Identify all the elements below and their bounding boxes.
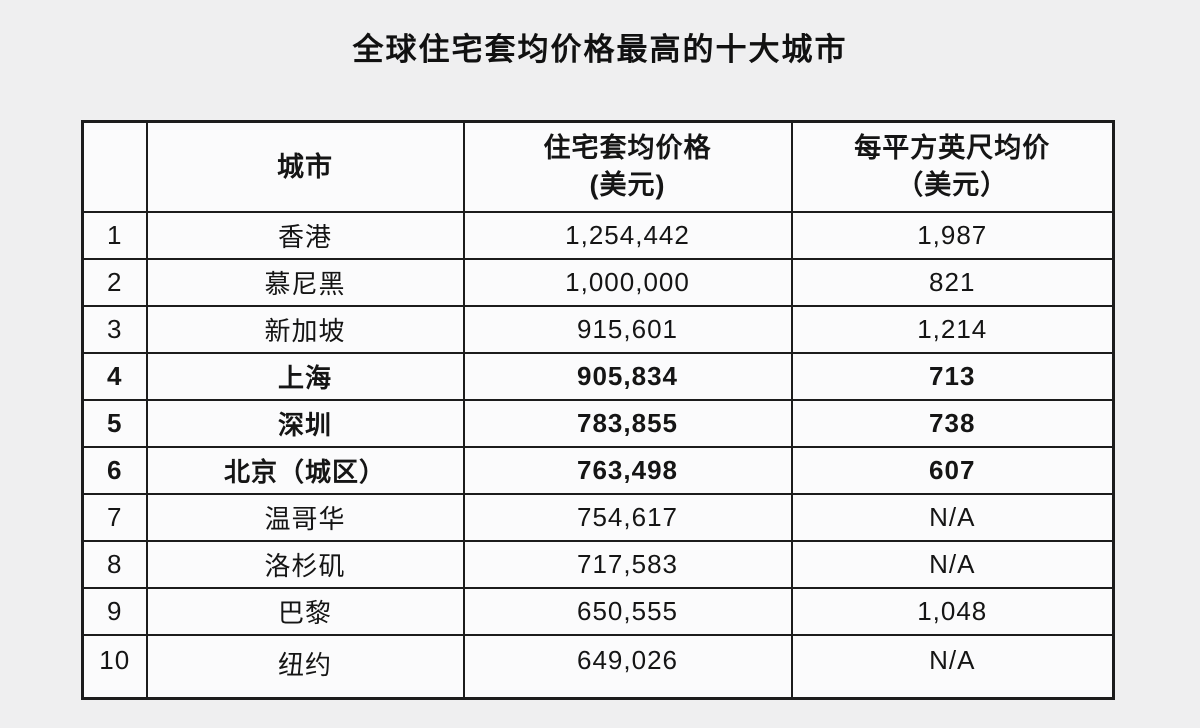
header-price-line2: (美元) bbox=[589, 169, 666, 200]
psf-cell: 738 bbox=[790, 398, 1115, 448]
table-header: 城市 住宅套均价格 (美元) 每平方英尺均价 （美元） bbox=[81, 120, 1115, 213]
city-cell: 慕尼黑 bbox=[145, 257, 465, 307]
price-cell: 1,000,000 bbox=[462, 257, 793, 307]
price-cell: 717,583 bbox=[462, 539, 793, 589]
psf-cell: 1,048 bbox=[790, 586, 1115, 636]
price-cell: 783,855 bbox=[462, 398, 793, 448]
header-row: 城市 住宅套均价格 (美元) 每平方英尺均价 （美元） bbox=[81, 120, 1115, 213]
header-city: 城市 bbox=[145, 120, 465, 213]
city-cell: 北京（城区） bbox=[145, 445, 465, 495]
table-row: 9 巴黎 650,555 1,048 bbox=[81, 586, 1115, 636]
psf-cell: 713 bbox=[790, 351, 1115, 401]
table-row: 2 慕尼黑 1,000,000 821 bbox=[81, 257, 1115, 307]
price-cell: 763,498 bbox=[462, 445, 793, 495]
header-rank bbox=[81, 120, 148, 213]
city-cell: 纽约 bbox=[145, 633, 465, 700]
rank-cell: 2 bbox=[81, 257, 148, 307]
header-price: 住宅套均价格 (美元) bbox=[462, 120, 793, 213]
table-row: 4 上海 905,834 713 bbox=[81, 351, 1115, 401]
table-body: 1 香港 1,254,442 1,987 2 慕尼黑 1,000,000 821 3 新加坡 915… bbox=[81, 210, 1115, 700]
rank-cell: 9 bbox=[81, 586, 148, 636]
rank-cell: 4 bbox=[81, 351, 148, 401]
header-psf: 每平方英尺均价 （美元） bbox=[790, 120, 1115, 213]
table-row: 5 深圳 783,855 738 bbox=[81, 398, 1115, 448]
table-row: 7 温哥华 754,617 N/A bbox=[81, 492, 1115, 542]
table-row: 10 纽约 649,026 N/A bbox=[81, 633, 1115, 700]
rank-cell: 10 bbox=[81, 633, 148, 700]
page-title: 全球住宅套均价格最高的十大城市 bbox=[352, 32, 848, 67]
city-cell: 香港 bbox=[145, 210, 465, 260]
rank-cell: 5 bbox=[81, 398, 148, 448]
price-cell: 905,834 bbox=[462, 351, 793, 401]
city-cell: 上海 bbox=[145, 351, 465, 401]
table-row: 3 新加坡 915,601 1,214 bbox=[81, 304, 1115, 354]
psf-cell: 607 bbox=[790, 445, 1115, 495]
price-cell: 754,617 bbox=[462, 492, 793, 542]
city-cell: 洛杉矶 bbox=[145, 539, 465, 589]
city-cell: 新加坡 bbox=[145, 304, 465, 354]
header-price-line1: 住宅套均价格 bbox=[543, 133, 712, 164]
city-cell: 巴黎 bbox=[145, 586, 465, 636]
price-cell: 650,555 bbox=[462, 586, 793, 636]
table-row: 6 北京（城区） 763,498 607 bbox=[81, 445, 1115, 495]
psf-cell: N/A bbox=[790, 633, 1115, 700]
price-cell: 915,601 bbox=[462, 304, 793, 354]
psf-cell: 1,987 bbox=[790, 210, 1115, 260]
price-cell: 649,026 bbox=[462, 633, 793, 700]
psf-cell: 1,214 bbox=[790, 304, 1115, 354]
rank-cell: 6 bbox=[81, 445, 148, 495]
city-cell: 温哥华 bbox=[145, 492, 465, 542]
psf-cell: N/A bbox=[790, 492, 1115, 542]
price-cell: 1,254,442 bbox=[462, 210, 793, 260]
rank-cell: 8 bbox=[81, 539, 148, 589]
table-row: 1 香港 1,254,442 1,987 bbox=[81, 210, 1115, 260]
psf-cell: N/A bbox=[790, 539, 1115, 589]
header-psf-line1: 每平方英尺均价 bbox=[854, 133, 1051, 164]
city-price-table: 城市 住宅套均价格 (美元) 每平方英尺均价 （美元） 1 香港 1,254,442… bbox=[81, 120, 1115, 700]
rank-cell: 7 bbox=[81, 492, 148, 542]
rank-cell: 1 bbox=[81, 210, 148, 260]
city-cell: 深圳 bbox=[145, 398, 465, 448]
psf-cell: 821 bbox=[790, 257, 1115, 307]
table-row: 8 洛杉矶 717,583 N/A bbox=[81, 539, 1115, 589]
header-psf-line2: （美元） bbox=[896, 169, 1009, 200]
rank-cell: 3 bbox=[81, 304, 148, 354]
